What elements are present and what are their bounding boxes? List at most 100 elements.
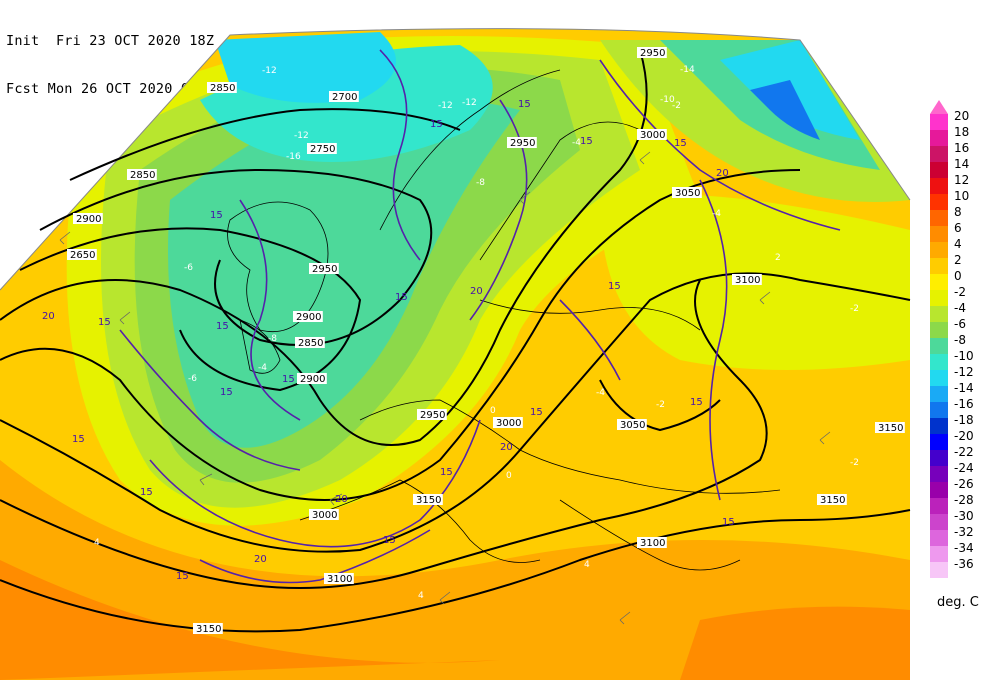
legend-label: -30 bbox=[954, 509, 974, 523]
temperature-label: -2 bbox=[850, 304, 859, 314]
legend-swatch bbox=[930, 130, 948, 146]
height-label-bg bbox=[309, 263, 339, 274]
wind-barbs bbox=[59, 151, 831, 625]
legend-swatch bbox=[930, 514, 948, 530]
height-label: 2900 bbox=[296, 312, 321, 323]
legend-swatch bbox=[930, 306, 948, 322]
legend-label: 16 bbox=[954, 141, 970, 155]
legend-label: -24 bbox=[954, 461, 974, 475]
height-label: 2950 bbox=[312, 264, 337, 275]
height-label-bg bbox=[493, 417, 523, 428]
temperature-label: -12 bbox=[262, 66, 277, 76]
height-label-bg bbox=[293, 311, 323, 322]
legend-swatch bbox=[930, 530, 948, 546]
temperature-label: -10 bbox=[660, 95, 675, 105]
wind-label: 15 bbox=[210, 210, 223, 221]
wind-label: 15 bbox=[72, 434, 85, 445]
legend-label: 18 bbox=[954, 125, 970, 139]
wind-label: 15 bbox=[383, 535, 396, 546]
wind-label: 20 bbox=[716, 168, 729, 179]
temperature-label: 2 bbox=[775, 253, 781, 263]
height-label-bg bbox=[295, 337, 325, 348]
temperature-labels: -12 -16 -12 -8 -12 -8 -4 -6 -4 -2 0 -2 -4 -6 4 4 4 2 -2 0 -4… bbox=[94, 65, 859, 601]
legend-swatch bbox=[930, 226, 948, 242]
height-label-bg bbox=[637, 129, 667, 140]
height-label: 3050 bbox=[675, 188, 700, 199]
temperature-label: -12 bbox=[294, 131, 309, 141]
temperature-label: -16 bbox=[286, 152, 301, 162]
legend-swatch bbox=[930, 210, 948, 226]
domain-outline bbox=[0, 28, 911, 291]
height-label: 3100 bbox=[640, 538, 665, 549]
wind-labels: 15 15 15 15 15 15 15 20 20 15 15 20 15 15 15 20 20 15 20 15… bbox=[42, 99, 735, 582]
height-label: 3050 bbox=[620, 420, 645, 431]
height-contours bbox=[0, 49, 911, 633]
legend-label: -18 bbox=[954, 413, 974, 427]
legend-swatch bbox=[930, 258, 948, 274]
temperature-label: -4 bbox=[596, 388, 605, 398]
height-label-bg bbox=[672, 187, 702, 198]
wind-label: 15 bbox=[440, 467, 453, 478]
legend-arrow-icon bbox=[930, 100, 948, 114]
temperature-label: -2 bbox=[672, 101, 681, 111]
temperature-label: -4 bbox=[712, 209, 721, 219]
height-label-bg bbox=[817, 494, 847, 505]
legend-swatch bbox=[930, 322, 948, 338]
legend-swatch bbox=[930, 114, 948, 130]
wind-label: 15 bbox=[395, 292, 408, 303]
wind-label: 15 bbox=[518, 99, 531, 110]
wind-label: 15 bbox=[674, 138, 687, 149]
wind-label: 15 bbox=[430, 119, 443, 130]
temperature-label: -8 bbox=[268, 334, 277, 344]
legend-label: -12 bbox=[954, 365, 974, 379]
wind-contours bbox=[119, 49, 841, 584]
temperature-legend: 20 18 16 14 12 10 8 6 4 2 0 -2 -4 -6 -8 -10 -12 -14 -16 -18… bbox=[930, 100, 1000, 578]
legend-label: 8 bbox=[954, 205, 962, 219]
height-label: 3150 bbox=[878, 423, 903, 434]
legend-swatch bbox=[930, 386, 948, 402]
legend-label: -14 bbox=[954, 381, 974, 395]
wind-label: 15 bbox=[530, 407, 543, 418]
wind-label: 15 bbox=[176, 571, 189, 582]
legend-swatch bbox=[930, 450, 948, 466]
legend-swatch bbox=[930, 546, 948, 562]
temperature-label: -6 bbox=[184, 263, 193, 273]
legend-label: -36 bbox=[954, 557, 974, 571]
height-label: 2850 bbox=[130, 170, 155, 181]
temperature-label: 4 bbox=[584, 560, 590, 570]
legend-label: -2 bbox=[954, 285, 966, 299]
wind-label: 15 bbox=[690, 397, 703, 408]
legend-swatch bbox=[930, 434, 948, 450]
temperature-label: -2 bbox=[656, 400, 665, 410]
height-label: 3150 bbox=[416, 495, 441, 506]
height-label-bg bbox=[617, 419, 647, 430]
legend-label: 6 bbox=[954, 221, 962, 235]
temperature-label: -12 bbox=[462, 98, 477, 108]
height-labels: 2850 2700 2750 2650 2900 2950 2900 2850 2950 2900… bbox=[67, 47, 905, 635]
legend-swatch bbox=[930, 418, 948, 434]
height-label: 3000 bbox=[640, 130, 665, 141]
height-label-bg bbox=[73, 213, 103, 224]
height-label-bg bbox=[67, 249, 97, 260]
temperature-label: 4 bbox=[94, 538, 100, 548]
height-label-bg bbox=[207, 82, 237, 93]
wind-label: 15 bbox=[140, 487, 153, 498]
legend-label: 4 bbox=[954, 237, 962, 251]
legend-label: -26 bbox=[954, 477, 974, 491]
legend-swatch bbox=[930, 274, 948, 290]
temperature-label: -14 bbox=[680, 65, 695, 75]
height-label: 2950 bbox=[510, 138, 535, 149]
height-label-bg bbox=[417, 409, 447, 420]
height-label: 2750 bbox=[310, 144, 335, 155]
legend-swatch bbox=[930, 290, 948, 306]
legend-label: -34 bbox=[954, 541, 974, 555]
height-label: 3100 bbox=[735, 275, 760, 286]
wind-label: 15 bbox=[722, 517, 735, 528]
height-label-bg bbox=[413, 494, 443, 505]
wind-label: 15 bbox=[580, 136, 593, 147]
height-label-bg bbox=[309, 509, 339, 520]
temperature-label: -8 bbox=[476, 178, 485, 188]
legend-label: -6 bbox=[954, 317, 966, 331]
